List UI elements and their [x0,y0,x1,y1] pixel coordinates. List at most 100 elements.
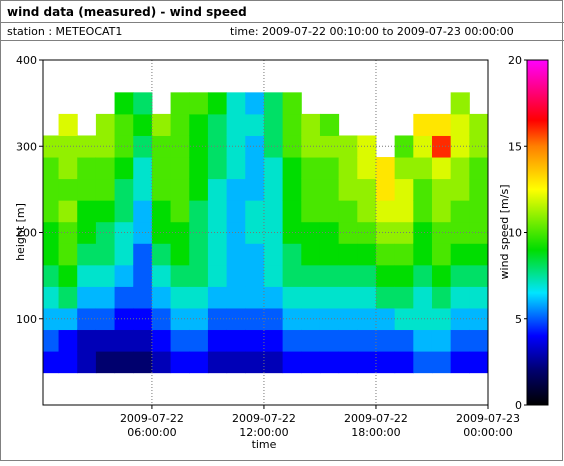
cell [301,329,321,352]
cell [189,243,209,266]
cell [394,200,414,223]
cell [226,113,246,136]
cell [95,329,116,352]
cell [189,92,209,115]
y-tick-label: 200 [16,227,37,240]
cell [263,135,284,158]
cell [170,329,190,352]
cell [375,243,396,266]
cell [170,351,190,374]
cell [245,200,265,223]
cell [450,264,470,287]
cell [77,286,97,309]
cell [58,351,78,374]
cell [151,286,172,309]
cell [338,329,358,352]
cell [357,329,377,352]
cell [58,329,78,352]
cell [207,92,228,115]
cell [43,243,60,266]
cell [469,264,488,287]
cell [263,113,284,136]
cell [189,307,209,331]
cell [319,286,340,309]
cell [431,329,452,352]
cell [170,113,190,136]
cell [357,178,377,201]
cell [58,113,78,136]
cell [189,351,209,374]
cell [431,200,452,223]
cell [319,351,340,374]
cell [413,178,433,201]
cell [319,113,340,136]
cell [338,307,358,331]
x-tick-label: 2009-07-22 18:00:00 [344,412,408,439]
cell [170,200,190,223]
cell [245,157,265,180]
cell [189,221,209,244]
cell [95,307,116,331]
cell [301,157,321,180]
cell [450,243,470,266]
cell [207,178,228,201]
cell [282,351,302,374]
cell [357,157,377,180]
cell [245,178,265,201]
cell [431,135,452,158]
cell [282,200,302,223]
cell [151,178,172,201]
cell [469,286,488,309]
cell [413,286,433,309]
cell [431,286,452,309]
cell [245,307,265,331]
cell [357,307,377,331]
cell [95,351,116,374]
cell [77,135,97,158]
cell [245,286,265,309]
cell [151,243,172,266]
cell [133,264,153,287]
cell [282,329,302,352]
cell [469,329,488,352]
cell [114,200,134,223]
colorbar-tick-label: 10 [508,227,522,240]
cell [319,307,340,331]
cell [151,157,172,180]
cell [95,178,116,201]
cell [58,264,78,287]
cell [450,329,470,352]
cell [357,264,377,287]
cell [133,178,153,201]
cell [394,286,414,309]
cell [151,113,172,136]
cell [469,157,488,180]
cell [95,157,116,180]
cell [77,200,97,223]
cell [282,113,302,136]
cell [319,157,340,180]
cell [58,135,78,158]
cell [450,92,470,115]
cell [319,178,340,201]
colorbar-tick-label: 15 [508,140,522,153]
cell [133,157,153,180]
cell [375,178,396,201]
cell [95,113,116,136]
cell [95,135,116,158]
cell [114,286,134,309]
cell [431,264,452,287]
cell [469,178,488,201]
cell [58,221,78,244]
cell [151,221,172,244]
cell [189,329,209,352]
cell [207,113,228,136]
y-tick-label: 400 [16,54,37,67]
cell [114,178,134,201]
cell [58,157,78,180]
cell [189,113,209,136]
cell [245,135,265,158]
cell [207,286,228,309]
cell [58,243,78,266]
